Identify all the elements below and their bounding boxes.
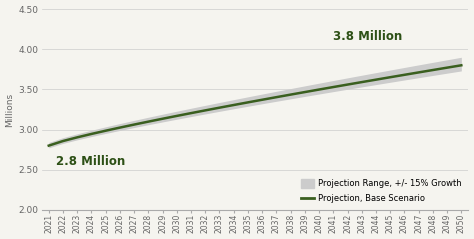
Legend: Projection Range, +/- 15% Growth, Projection, Base Scenario: Projection Range, +/- 15% Growth, Projec… (299, 177, 464, 206)
Text: 3.8 Million: 3.8 Million (333, 30, 402, 43)
Y-axis label: Millions: Millions (6, 92, 15, 126)
Text: 2.8 Million: 2.8 Million (56, 155, 125, 168)
